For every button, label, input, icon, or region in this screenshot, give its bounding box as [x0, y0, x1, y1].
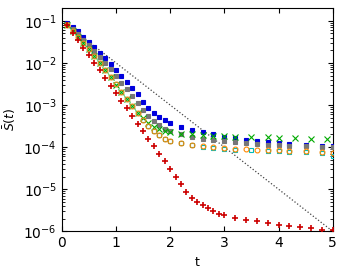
X-axis label: t: t [195, 256, 200, 269]
Y-axis label: $\bar{S}(t)$: $\bar{S}(t)$ [1, 108, 18, 132]
